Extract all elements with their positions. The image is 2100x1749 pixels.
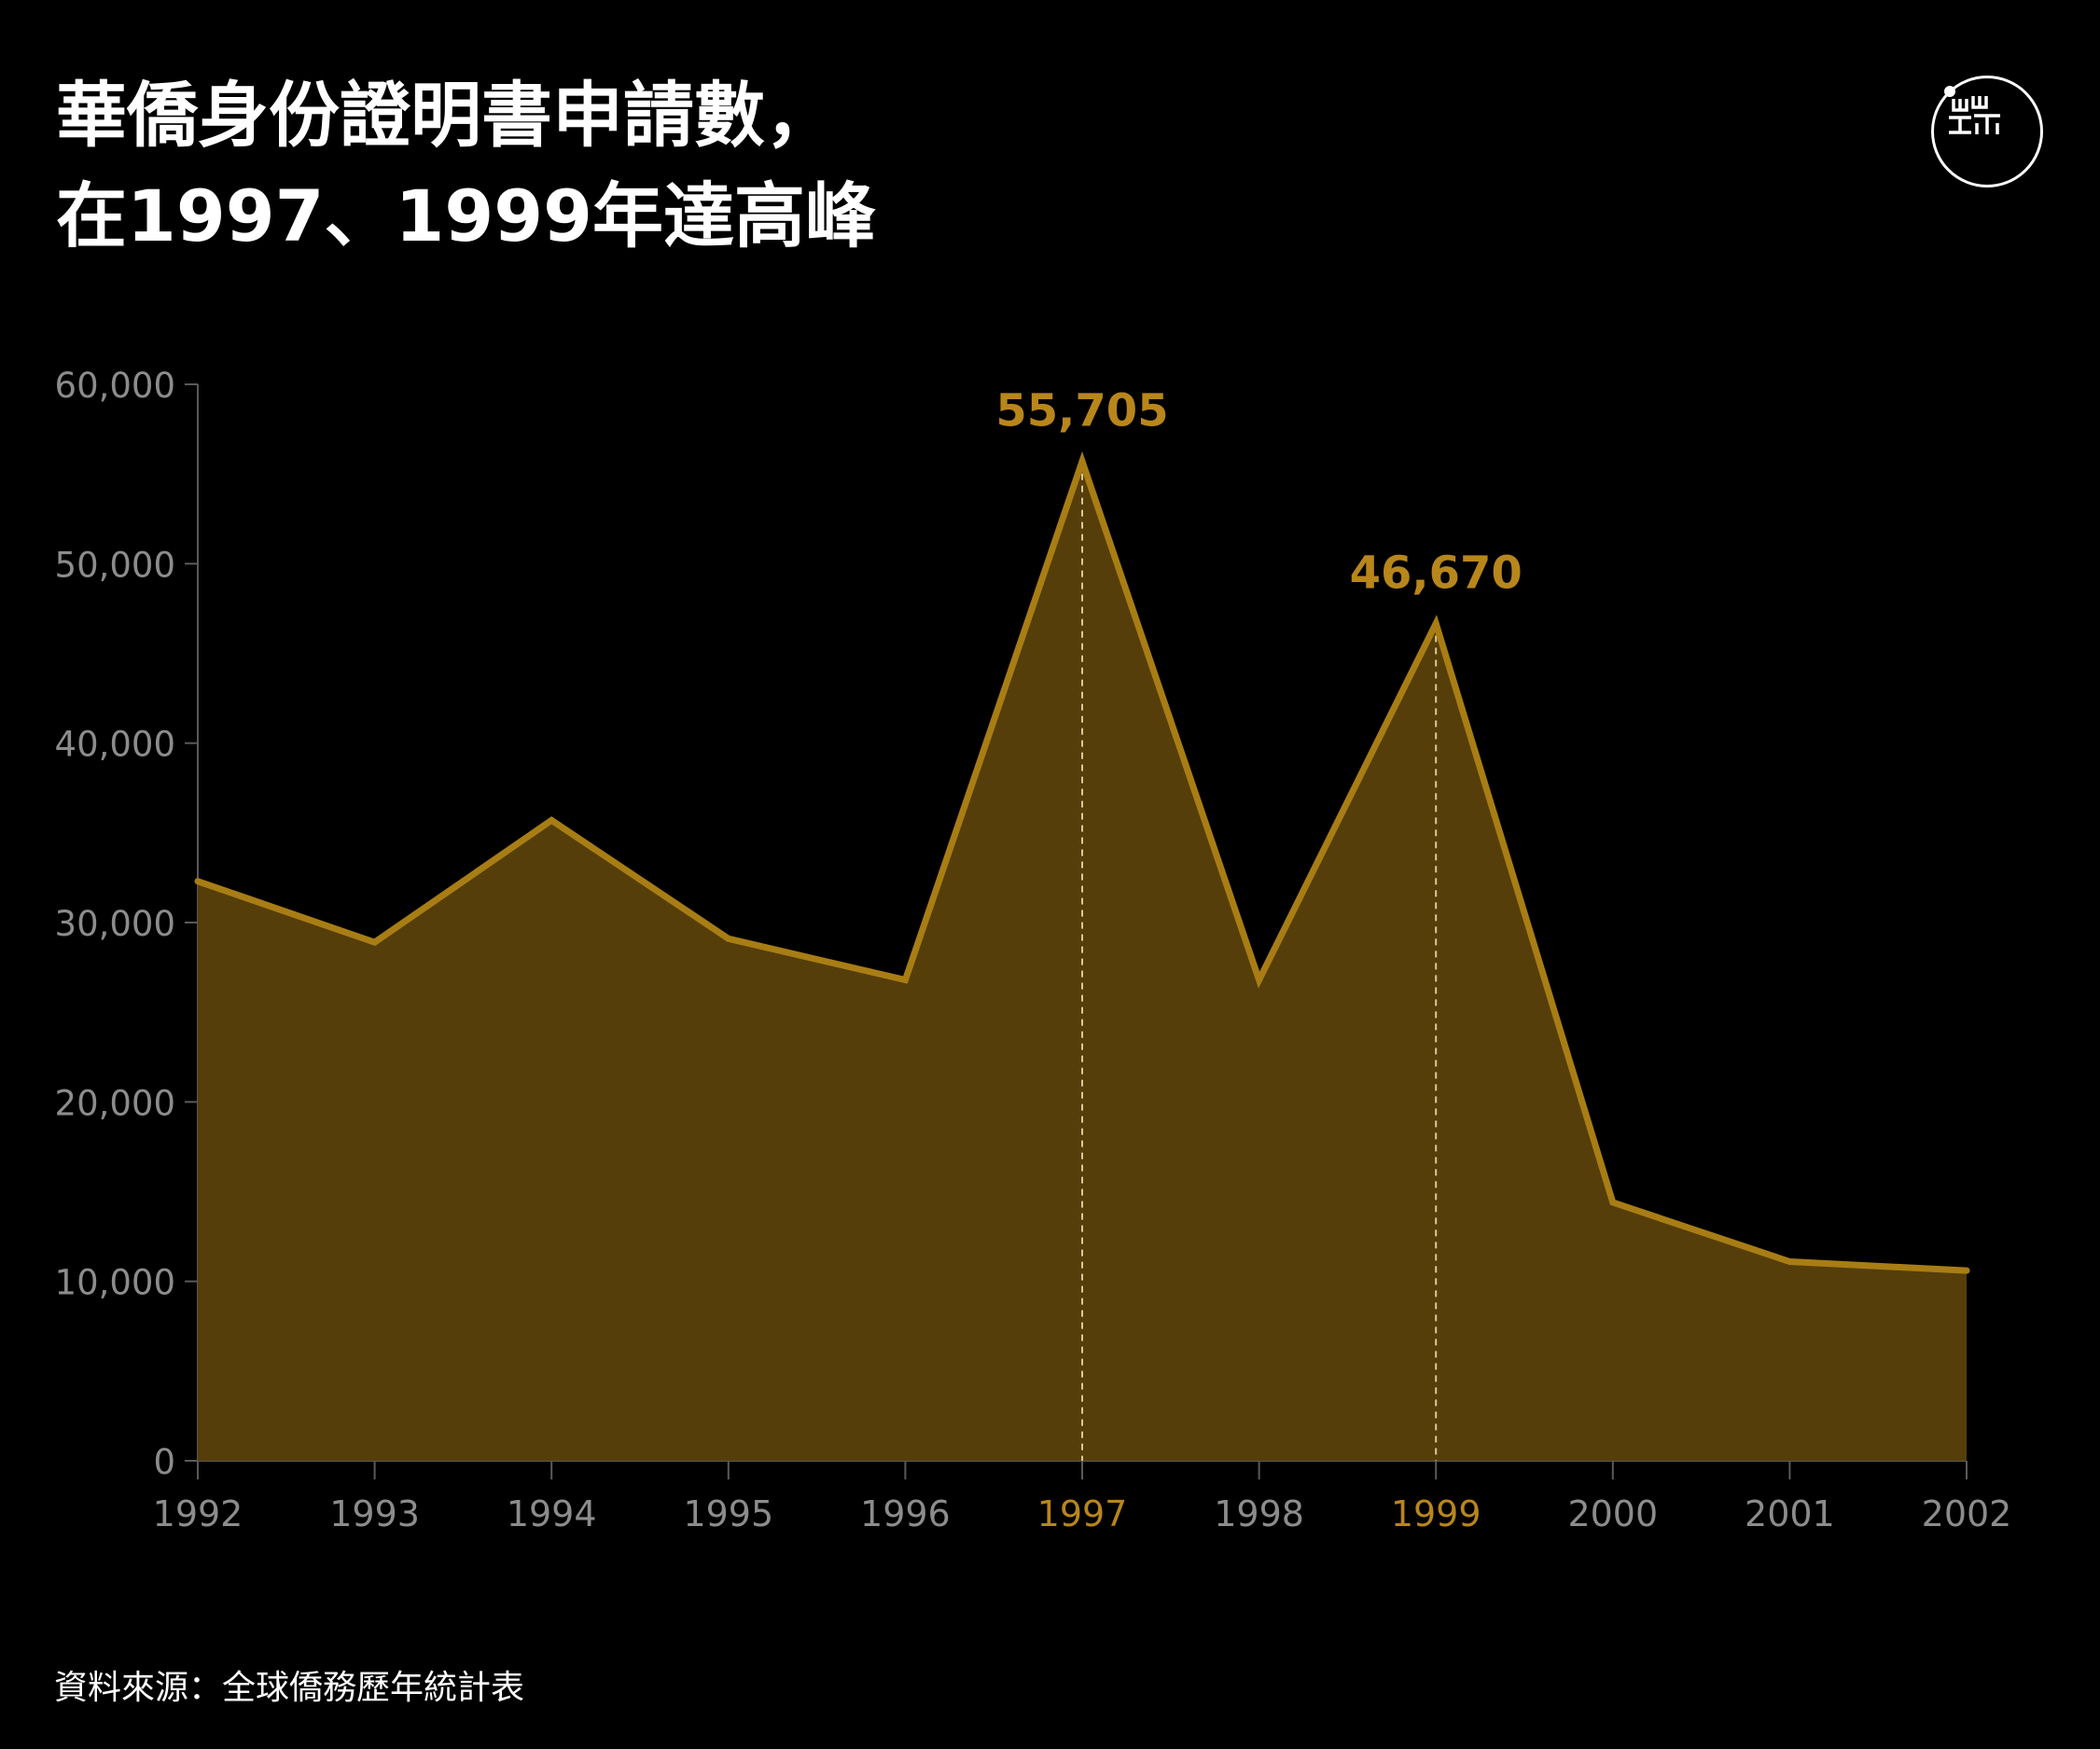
x-tick-label: 1995 [683, 1493, 773, 1534]
data-point [1078, 458, 1086, 465]
peak-value-label: 46,670 [1350, 547, 1523, 599]
title-line-2: 在1997、1999年達高峰 [56, 174, 877, 257]
data-point [1786, 1258, 1793, 1266]
y-tick-label: 40,000 [55, 725, 175, 765]
data-point [548, 816, 555, 824]
chart-title: 華僑身份證明書申請數， 在1997、1999年達高峰 [56, 65, 1829, 267]
initium-media-logo-icon [1931, 76, 2043, 187]
x-tick-label: 1992 [153, 1493, 243, 1534]
data-point [1256, 977, 1263, 984]
y-tick-label: 30,000 [55, 904, 175, 944]
y-tick-label: 60,000 [55, 366, 175, 406]
data-point [1963, 1267, 1970, 1274]
x-tick-label: 1993 [329, 1493, 420, 1534]
data-point [371, 938, 379, 946]
x-tick-label: 1996 [860, 1493, 951, 1534]
y-tick-label: 20,000 [55, 1083, 175, 1123]
peak-value-label: 55,705 [995, 385, 1168, 437]
x-tick-label: 2002 [1922, 1493, 2012, 1534]
x-tick-label: 2001 [1745, 1493, 1835, 1534]
y-tick-label: 10,000 [55, 1263, 175, 1303]
logo-mark [1949, 96, 2000, 134]
x-tick-label: 1999 [1391, 1493, 1481, 1534]
data-point [725, 935, 732, 942]
y-tick-label: 0 [153, 1442, 175, 1482]
y-tick-label: 50,000 [55, 545, 175, 585]
data-point [901, 977, 909, 984]
x-tick-label: 1994 [507, 1493, 597, 1534]
data-point [194, 878, 202, 885]
logo-dot [1944, 86, 1955, 97]
source-note: 資料來源：全球僑務歷年統計表 [54, 1669, 525, 1707]
data-point [1432, 619, 1439, 627]
title-line-1: 華僑身份證明書申請數， [56, 74, 836, 157]
x-tick-label: 1998 [1214, 1493, 1304, 1534]
x-tick-label: 1997 [1037, 1493, 1128, 1534]
x-tick-label: 2000 [1567, 1493, 1658, 1534]
data-point [1609, 1199, 1617, 1206]
